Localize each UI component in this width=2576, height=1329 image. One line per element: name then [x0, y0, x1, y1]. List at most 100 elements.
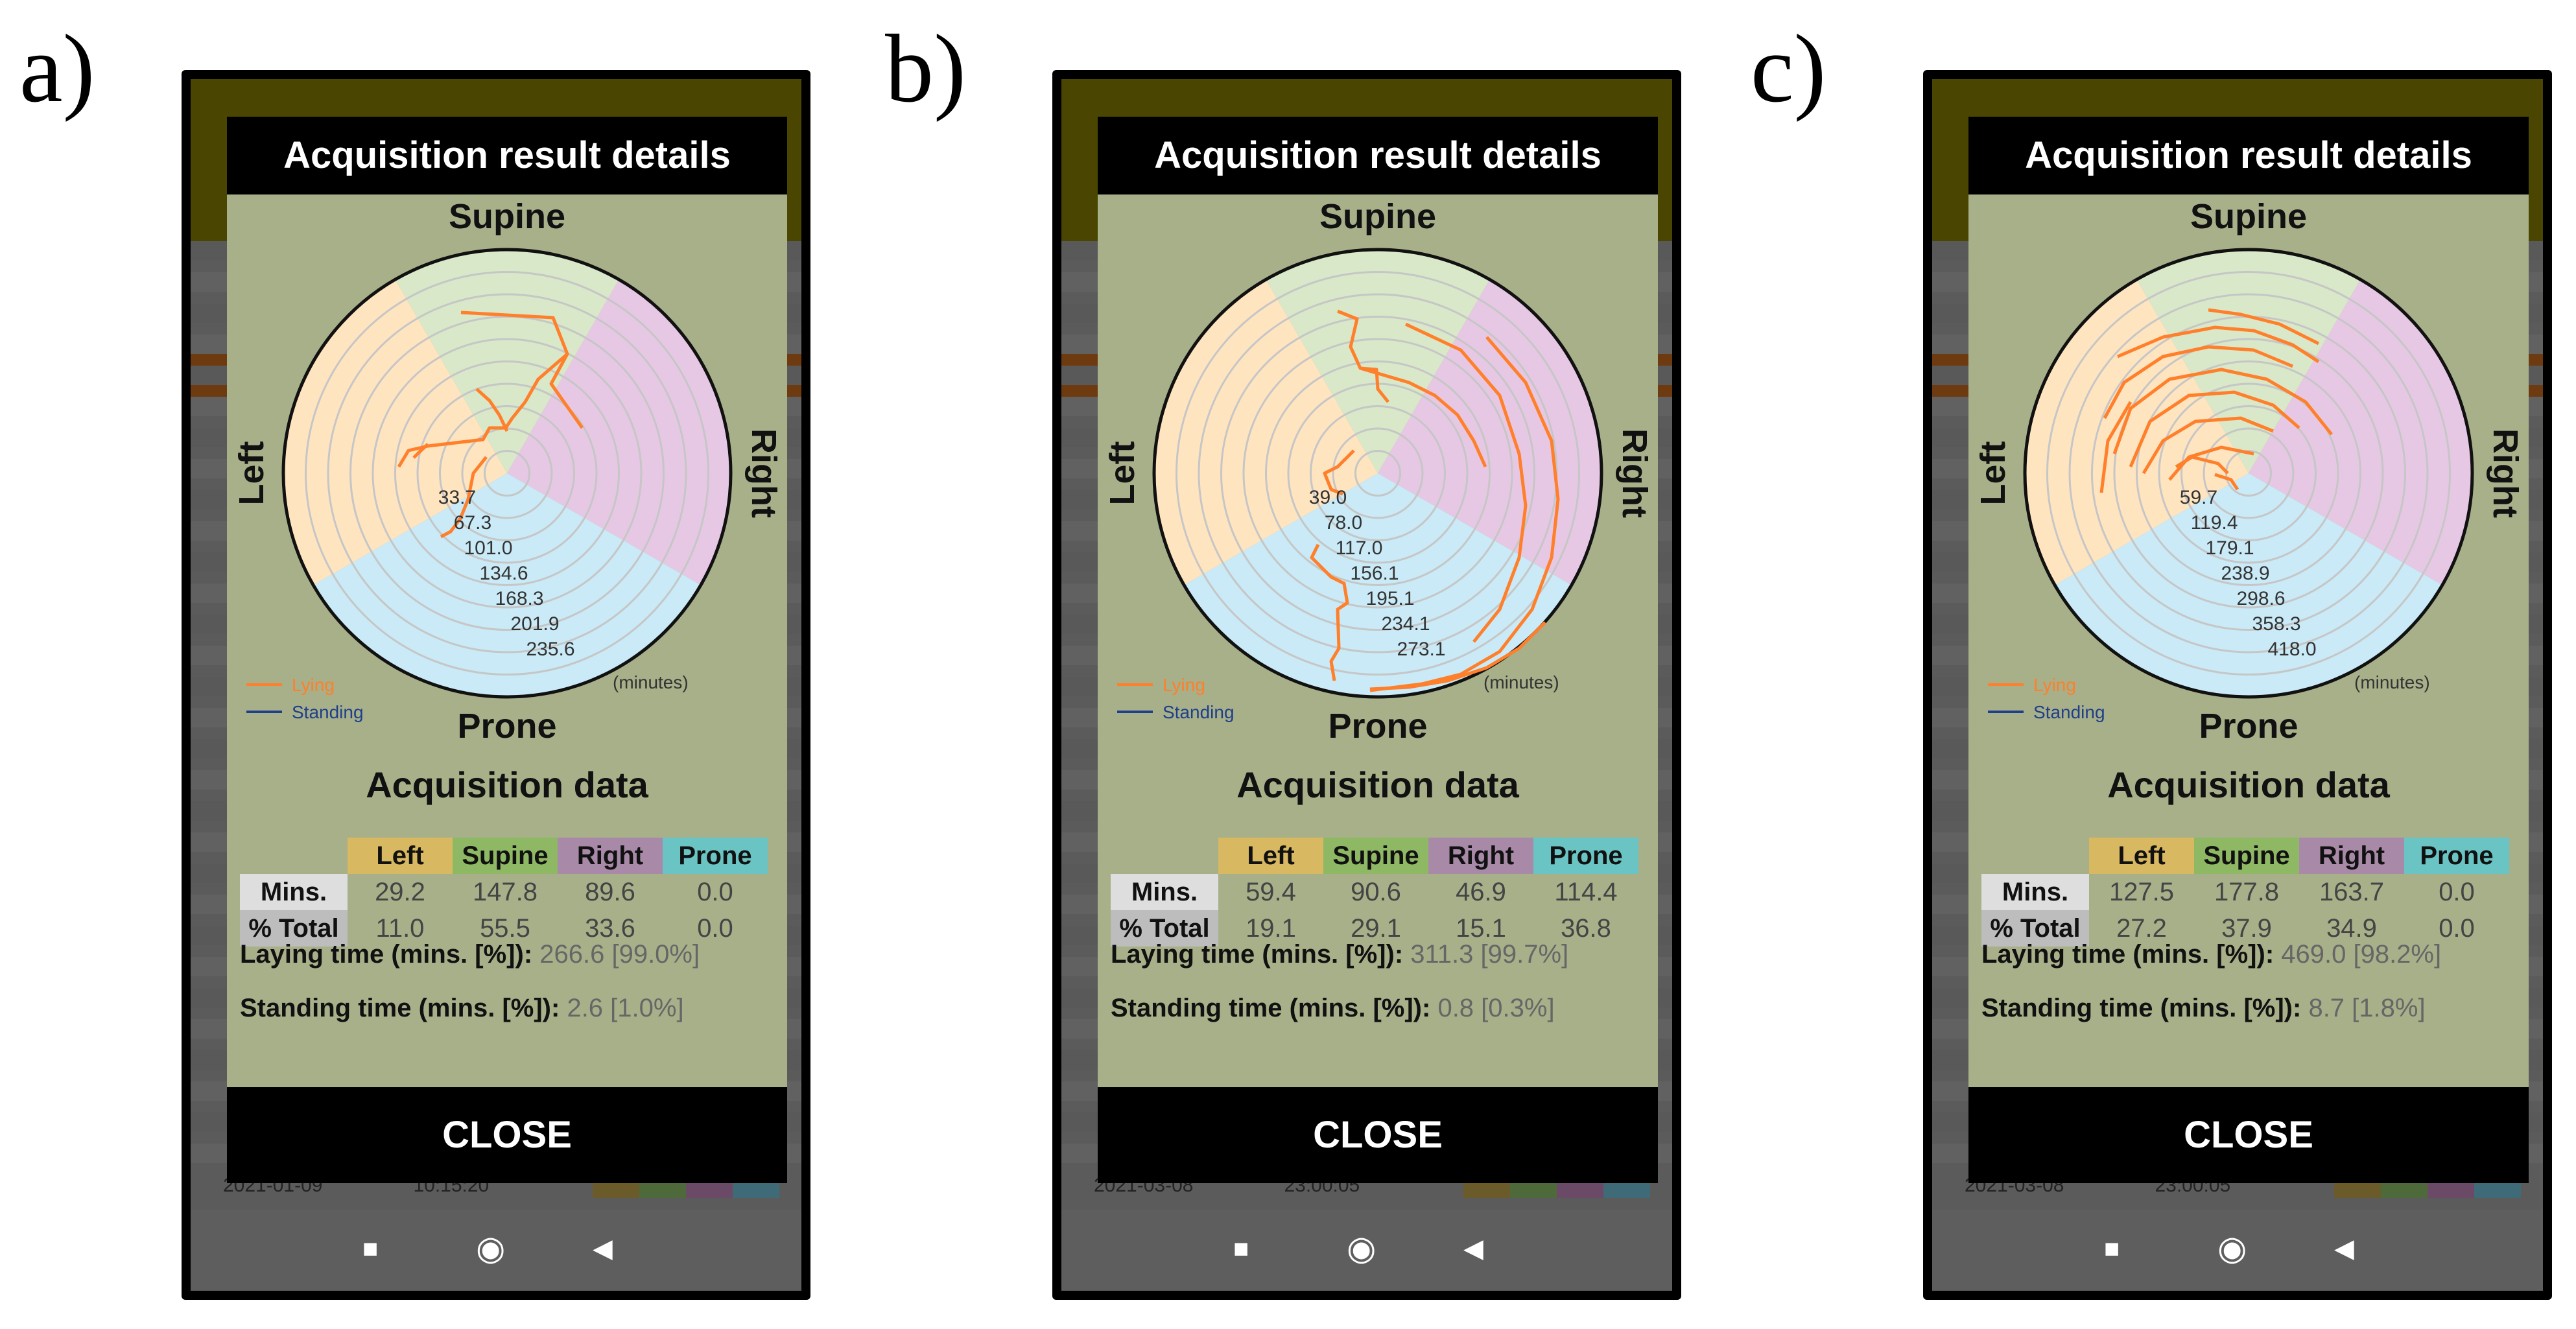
home-button[interactable]: ◉: [1347, 1230, 1377, 1267]
home-button[interactable]: ◉: [476, 1230, 506, 1267]
table-header-cell: Prone: [663, 838, 768, 874]
table-value-cell: 0.0: [697, 913, 733, 943]
radial-grid-ring: [2136, 360, 2361, 586]
table-row-label: % Total: [1111, 910, 1218, 947]
direction-label-supine: Supine: [2190, 197, 2307, 236]
laying-time-line: Laying time (mins. [%]): 469.0 [98.2%]: [1981, 940, 2441, 969]
table-value-cell: 0.0: [2439, 913, 2475, 943]
table-corner-cell: [1981, 838, 2089, 874]
background-color-bar: [733, 1181, 779, 1198]
legend-label-lying: Lying: [2033, 675, 2076, 695]
lying-track-line: [2103, 345, 2293, 419]
direction-label-prone: Prone: [1328, 707, 1427, 746]
table-header-cell: Left: [348, 838, 453, 874]
acquisition-data-title: Acquisition data: [366, 764, 648, 805]
acquisition-table: Left Supine Right Prone Mins. 127.5 177.8 163.7…: [1981, 838, 2509, 947]
table-header-cell: Supine: [2194, 838, 2299, 874]
direction-label-left: Left: [1974, 441, 2013, 505]
android-nav-bar: ■ ◉ ◀: [1932, 1210, 2543, 1291]
close-button[interactable]: CLOSE: [1968, 1087, 2529, 1183]
table-value-cell: 55.5: [480, 913, 530, 943]
android-nav-bar: ■ ◉ ◀: [191, 1210, 801, 1291]
table-value-cell: 90.6: [1351, 877, 1401, 906]
standing-time-line: Standing time (mins. [%]): 0.8 [0.3%]: [1111, 994, 1555, 1023]
table-row: Mins. 127.5 177.8 163.7 0.0: [1981, 874, 2509, 910]
acquisition-data-title: Acquisition data: [2107, 764, 2390, 805]
radial-grid-ring: [1220, 316, 1535, 631]
standing-time-line: Standing time (mins. [%]): 2.6 [1.0%]: [240, 994, 684, 1023]
table-value-cell: 27.2: [2116, 913, 2167, 943]
recents-button[interactable]: ■: [362, 1234, 379, 1263]
table-value-cell: 36.8: [1561, 913, 1611, 943]
legend-label-standing: Standing: [2033, 702, 2105, 722]
table-corner-cell: [240, 838, 348, 874]
lying-track-line: [2214, 473, 2239, 491]
direction-label-right: Right: [2486, 429, 2525, 518]
lying-track-line: [2112, 368, 2333, 454]
back-button[interactable]: ◀: [2334, 1234, 2354, 1263]
direction-label-prone: Prone: [2199, 707, 2298, 746]
background-color-bar: [2381, 1181, 2428, 1198]
table-value-cell: 127.5: [2109, 877, 2175, 906]
phone-screen: 2021-03-08 23:00:05 ■ ◉ ◀ Acquisition result …: [1932, 79, 2543, 1291]
table-value-cell: 114.4: [1554, 877, 1618, 906]
lying-track-line: [2117, 325, 2320, 364]
radial-unit-label: (minutes): [1483, 672, 1559, 692]
recents-button[interactable]: ■: [1233, 1234, 1249, 1263]
radial-tick-label: 235.6: [526, 639, 574, 660]
table-header-cell: Prone: [2404, 838, 2509, 874]
legend-label-standing: Standing: [1163, 702, 1235, 722]
sector-right: [2249, 279, 2472, 585]
orientation-polar-chart: 33.7 67.3 101.0 134.6 168.3 201.9 235.6 Supine P…: [232, 197, 783, 746]
table-value-cell: 29.1: [1351, 913, 1401, 943]
table-row: Mins. 29.2 147.8 89.6 0.0: [240, 874, 768, 910]
lying-track-line: [1310, 543, 1349, 681]
radial-grid-ring: [1310, 405, 1446, 541]
sector-left: [2025, 279, 2249, 585]
standing-time-value: 0.8 [0.3%]: [1430, 994, 1555, 1022]
radial-tick-label: 67.3: [454, 512, 491, 534]
legend-label-standing: Standing: [292, 702, 364, 722]
back-button[interactable]: ◀: [593, 1234, 613, 1263]
radial-tick-label: 273.1: [1397, 639, 1445, 660]
radial-tick-label: 358.3: [2252, 613, 2300, 635]
direction-label-prone: Prone: [457, 707, 556, 746]
background-color-bar: [639, 1181, 686, 1198]
close-button[interactable]: CLOSE: [227, 1087, 787, 1183]
table-header-cell: Left: [2089, 838, 2194, 874]
radial-tick-label: 238.9: [2221, 563, 2269, 584]
phone-frame: 2021-03-08 23:00:05 ■ ◉ ◀ Acquisition result …: [1923, 70, 2552, 1300]
radial-tick-label: 418.0: [2267, 639, 2316, 660]
standing-time-value: 2.6 [1.0%]: [560, 994, 684, 1022]
table-value-cell: 147.8: [472, 877, 538, 906]
table-header-cell: Left: [1218, 838, 1323, 874]
recents-button[interactable]: ■: [2104, 1234, 2120, 1263]
radial-tick-label: 39.0: [1309, 487, 1347, 508]
table-header-cell: Supine: [1323, 838, 1428, 874]
table-header-cell: Supine: [453, 838, 558, 874]
table-row: % Total 11.0 55.5 33.6 0.0: [240, 910, 768, 947]
lying-track-line: [1404, 322, 1528, 643]
close-button[interactable]: CLOSE: [1098, 1087, 1658, 1183]
lying-track-line: [2168, 445, 2254, 481]
table-value-cell: 163.7: [2319, 877, 2385, 906]
radial-tick-label: 78.0: [1325, 512, 1362, 534]
table-value-cell: 59.4: [1246, 877, 1296, 906]
phone-frame: 2021-01-09 10:15:20 ■ ◉ ◀ Acquisition result …: [182, 70, 810, 1300]
laying-time-label: Laying time (mins. [%]):: [1111, 940, 1404, 969]
phone-screen: 2021-01-09 10:15:20 ■ ◉ ◀ Acquisition result …: [191, 79, 801, 1291]
legend-label-lying: Lying: [292, 675, 335, 695]
home-button[interactable]: ◉: [2217, 1230, 2247, 1267]
laying-time-value: 311.3 [99.7%]: [1403, 940, 1569, 969]
laying-time-line: Laying time (mins. [%]): 266.6 [99.0%]: [240, 940, 700, 969]
back-button[interactable]: ◀: [1463, 1234, 1483, 1263]
radial-tick-label: 156.1: [1350, 563, 1399, 584]
radial-grid-ring: [327, 293, 687, 653]
direction-label-supine: Supine: [1319, 197, 1436, 236]
table-value-cell: 11.0: [375, 913, 425, 943]
radial-grid-ring: [1332, 427, 1424, 519]
table-corner-cell: [1111, 838, 1218, 874]
orientation-polar-chart: 59.7 119.4 179.1 238.9 298.6 358.3 418.0 Supine…: [1974, 197, 2525, 746]
orientation-polar-chart: 39.0 78.0 117.0 156.1 195.1 234.1 273.1 Supine P…: [1103, 197, 1654, 746]
radial-grid-ring: [1265, 360, 1491, 586]
